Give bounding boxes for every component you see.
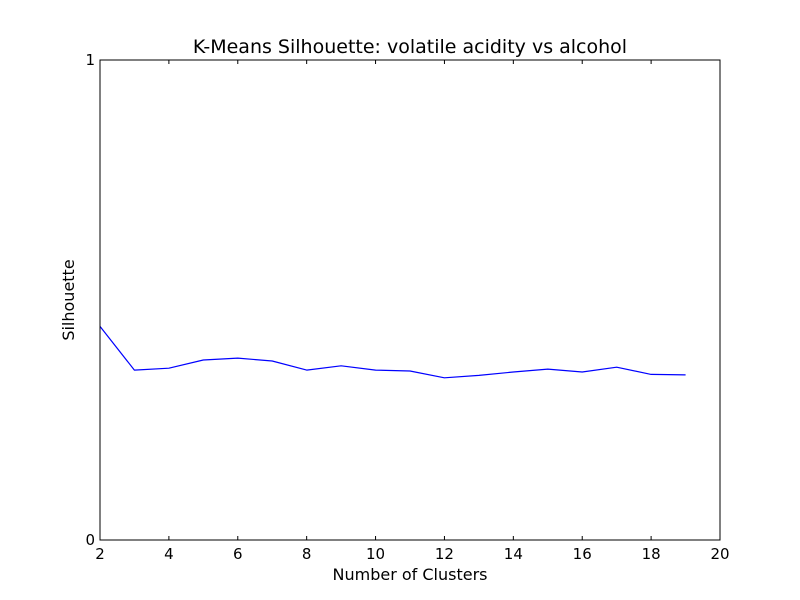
x-tick-label: 20 <box>710 545 729 563</box>
x-tick-label: 14 <box>504 545 523 563</box>
x-tick-label: 12 <box>435 545 454 563</box>
x-tick-label: 10 <box>366 545 385 563</box>
y-tick-label: 0 <box>85 531 95 549</box>
y-axis-label: Silhouette <box>59 259 78 340</box>
series-line-1 <box>99 326 686 379</box>
x-tick-label: 16 <box>573 545 592 563</box>
x-tick-label: 8 <box>302 545 312 563</box>
plot-frame <box>99 59 721 541</box>
x-tick-label: 18 <box>642 545 661 563</box>
x-tick-label: 2 <box>95 545 105 563</box>
x-tick-label: 6 <box>233 545 243 563</box>
y-tick-label: 1 <box>85 51 95 69</box>
chart-title: K-Means Silhouette: volatile acidity vs … <box>193 36 627 58</box>
plot-area: 2 4 6 8 10 12 14 16 18 20 0 1 <box>85 51 729 563</box>
x-tick-label: 4 <box>164 545 174 563</box>
x-axis-label: Number of Clusters <box>333 565 488 584</box>
